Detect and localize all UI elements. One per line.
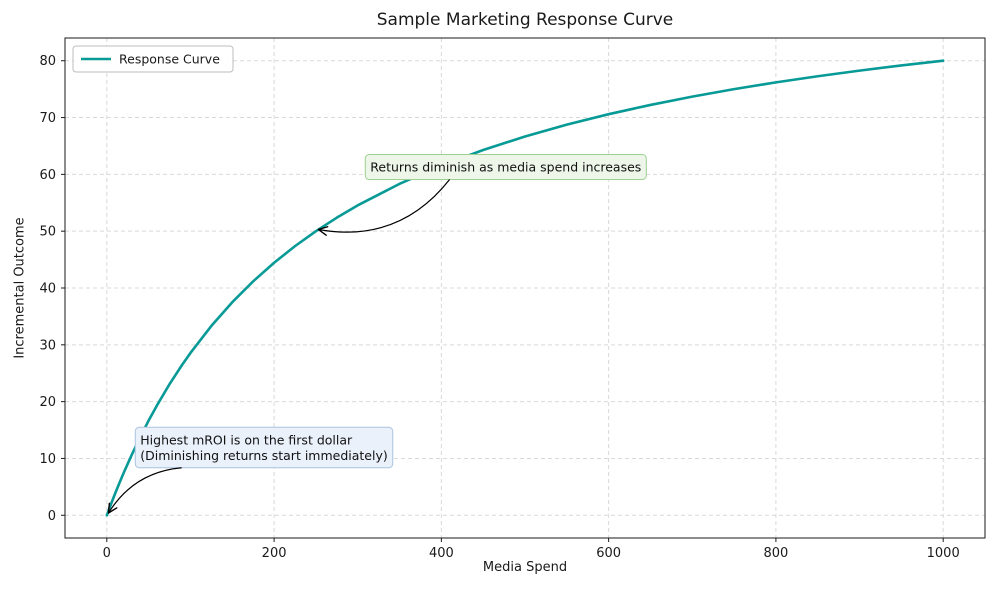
annotation: Returns diminish as media spend increase… <box>317 154 647 236</box>
y-tick-label: 20 <box>39 395 56 410</box>
annotation-text: Returns diminish as media spend increase… <box>370 160 641 175</box>
y-tick-label: 10 <box>39 452 56 467</box>
x-tick-label: 200 <box>262 546 287 561</box>
chart-title: Sample Marketing Response Curve <box>376 10 674 30</box>
legend-label: Response Curve <box>119 52 220 67</box>
y-tick-label: 80 <box>39 54 56 69</box>
y-tick-label: 0 <box>48 509 56 524</box>
x-tick-label: 1000 <box>927 546 960 561</box>
y-tick-label: 50 <box>39 225 56 240</box>
annotation-arrow <box>107 467 182 514</box>
x-tick-label: 0 <box>103 546 111 561</box>
y-tick-label: 60 <box>39 168 56 183</box>
annotation-text: Highest mROI is on the first dollar (Dimi… <box>140 432 387 463</box>
legend-box <box>72 45 234 73</box>
annotation: Highest mROI is on the first dollar (Dimi… <box>107 426 394 514</box>
x-tick-label: 600 <box>596 546 621 561</box>
x-tick-label: 400 <box>429 546 454 561</box>
legend: Response Curve <box>72 45 234 73</box>
y-tick-label: 40 <box>39 282 56 297</box>
y-tick-label: 30 <box>39 338 56 353</box>
y-tick-label: 70 <box>39 111 56 126</box>
x-axis-label: Media Spend <box>482 560 568 575</box>
annotation-box <box>134 426 394 469</box>
annotation-arrow <box>317 179 451 236</box>
annotation-box <box>364 154 647 181</box>
x-tick-label: 800 <box>763 546 788 561</box>
